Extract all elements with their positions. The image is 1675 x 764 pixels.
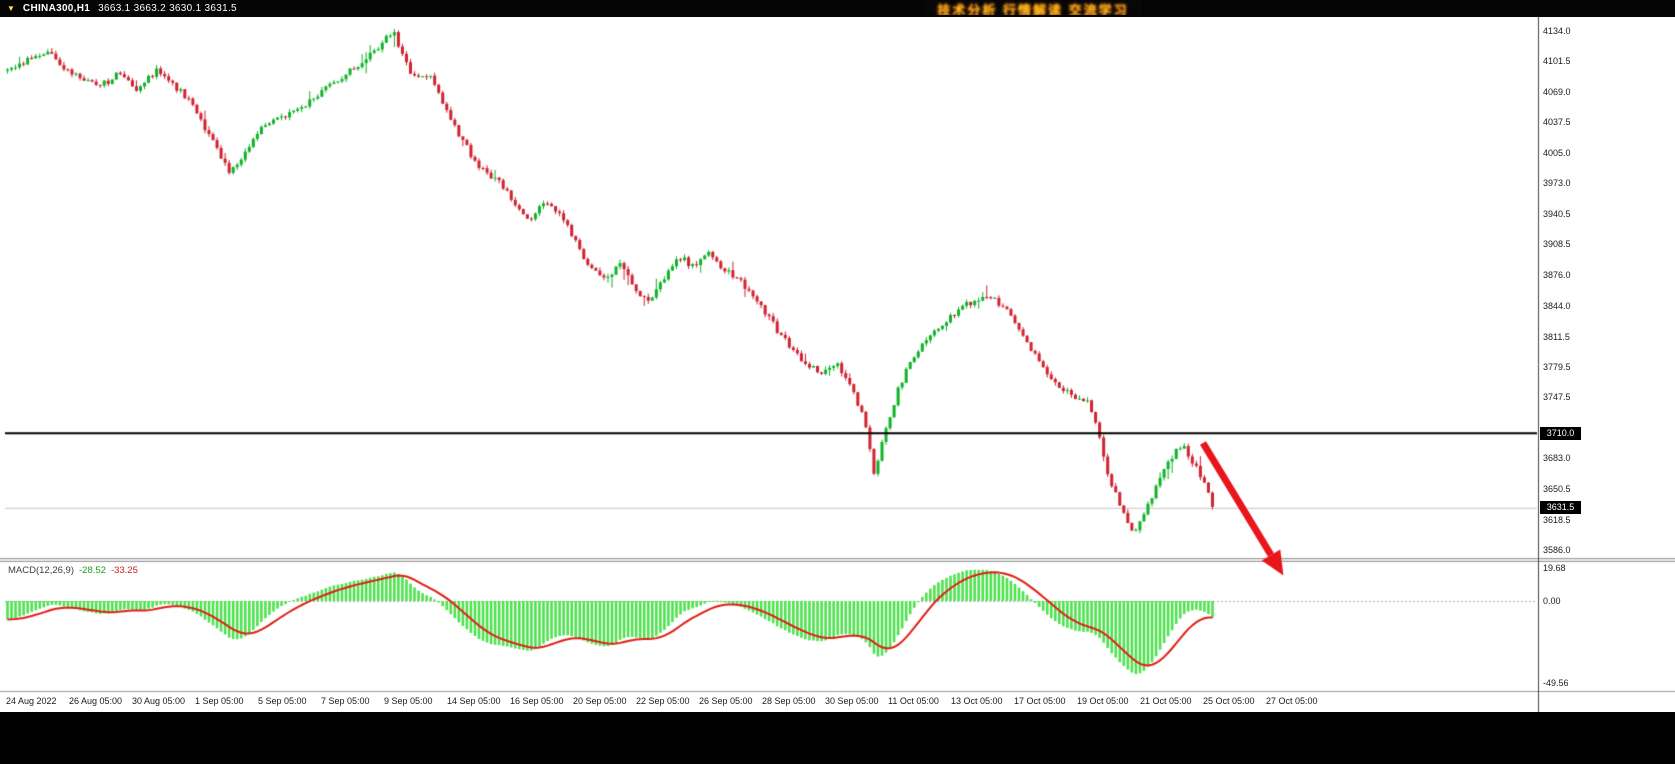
- price-label: 3586.0: [1543, 545, 1571, 556]
- macd-name: MACD(12,26,9): [8, 565, 74, 576]
- price-label: 3747.5: [1543, 392, 1571, 403]
- time-label: 30 Sep 05:00: [825, 696, 879, 706]
- time-label: 13 Oct 05:00: [951, 696, 1003, 706]
- time-label: 24 Aug 2022: [6, 696, 57, 706]
- price-label: 3811.5: [1543, 331, 1570, 342]
- time-label: 27 Oct 05:00: [1266, 696, 1318, 706]
- current-price-badge: 3631.5: [1540, 501, 1581, 515]
- price-label: 3973.0: [1543, 178, 1571, 189]
- price-label: 4101.5: [1543, 56, 1571, 67]
- price-label: 3779.5: [1543, 361, 1571, 372]
- price-label: 3844.0: [1543, 300, 1571, 311]
- macd-signal-value: -33.25: [110, 565, 138, 576]
- time-label: 21 Oct 05:00: [1140, 696, 1192, 706]
- time-label: 16 Sep 05:00: [510, 696, 564, 706]
- price-label: 4037.5: [1543, 117, 1571, 128]
- price-label: 3650.5: [1543, 484, 1571, 495]
- time-label: 26 Aug 05:00: [69, 696, 123, 706]
- chevron-down-icon[interactable]: ▼: [7, 4, 15, 13]
- price-label: 3908.5: [1543, 239, 1571, 250]
- time-label: 11 Oct 05:00: [888, 696, 939, 706]
- overlay-banner-text: 技术分析 行情解读 交流学习: [937, 3, 1129, 15]
- time-label: 14 Sep 05:00: [447, 696, 501, 706]
- time-label: 22 Sep 05:00: [636, 696, 690, 706]
- time-label: 20 Sep 05:00: [573, 696, 627, 706]
- price-label: 4134.0: [1543, 25, 1571, 36]
- macd-main-value: -28.52: [79, 565, 106, 576]
- time-label: 9 Sep 05:00: [384, 696, 433, 706]
- time-label: 5 Sep 05:00: [258, 696, 307, 706]
- time-label: 26 Sep 05:00: [699, 696, 753, 706]
- time-label: 19 Oct 05:00: [1077, 696, 1129, 706]
- price-label: 3876.0: [1543, 270, 1571, 281]
- time-label: 25 Oct 05:00: [1203, 696, 1255, 706]
- time-label: 7 Sep 05:00: [321, 696, 370, 706]
- time-label: 1 Sep 05:00: [195, 696, 244, 706]
- ohlc-values: 3663.1 3663.2 3630.1 3631.5: [98, 3, 237, 14]
- price-label: 4069.0: [1543, 87, 1571, 98]
- time-label: 30 Aug 05:00: [132, 696, 186, 706]
- time-label: 17 Oct 05:00: [1014, 696, 1066, 706]
- chart-title-bar: ▼ CHINA300,H1 3663.1 3663.2 3630.1 3631.…: [0, 0, 1675, 17]
- hline-price-badge: 3710.0: [1540, 426, 1581, 440]
- price-label: 3940.5: [1543, 209, 1571, 220]
- price-label: 4005.0: [1543, 147, 1571, 158]
- overlay-banner: 技术分析 行情解读 交流学习: [924, 0, 1142, 15]
- price-label: 3618.5: [1543, 514, 1571, 525]
- price-label: 3683.0: [1543, 453, 1571, 464]
- bottom-strip: [0, 712, 1675, 764]
- macd-indicator-label: MACD(12,26,9) -28.52 -33.25: [8, 565, 138, 576]
- time-label: 28 Sep 05:00: [762, 696, 816, 706]
- macd-scale-label: 19.68: [1543, 562, 1566, 573]
- macd-scale-label: 0.00: [1543, 595, 1561, 606]
- symbol-timeframe-label: CHINA300,H1: [22, 3, 91, 14]
- macd-scale-label: -49.56: [1543, 677, 1569, 688]
